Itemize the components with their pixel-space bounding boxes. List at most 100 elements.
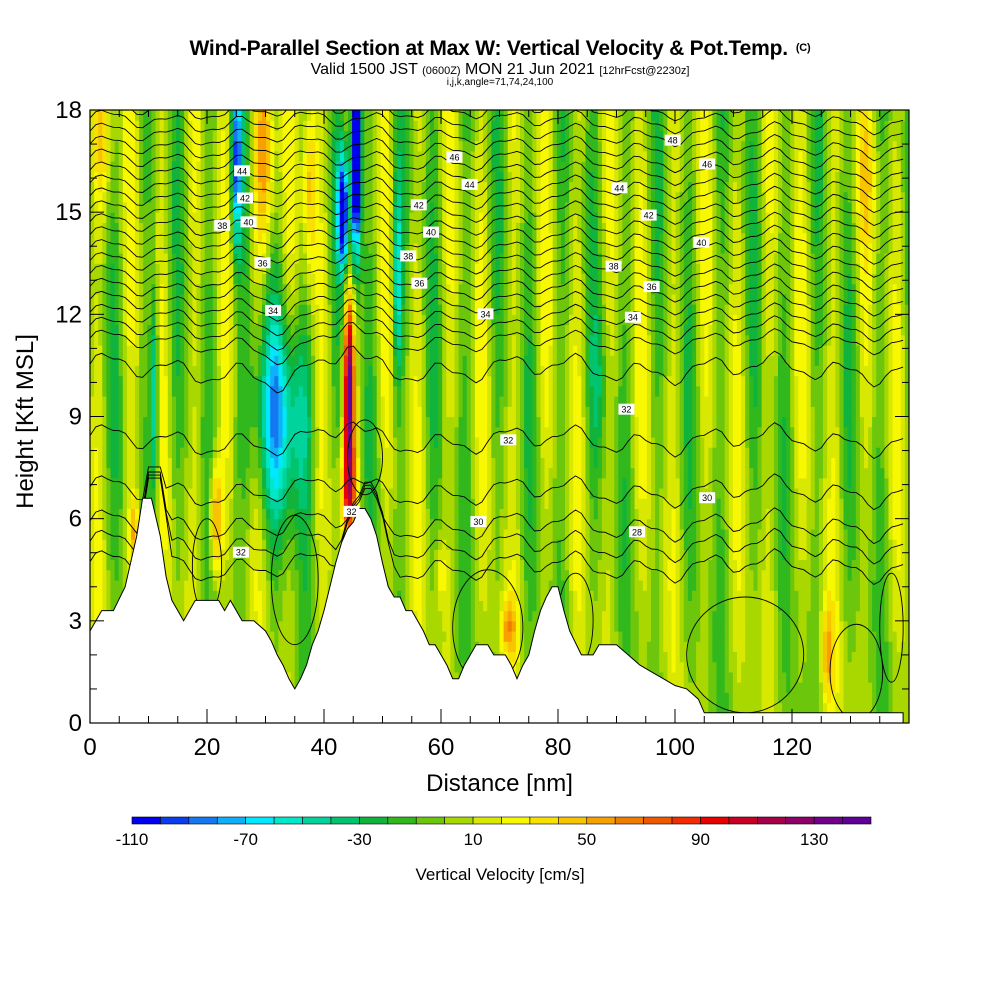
contour-label-box [500, 434, 517, 446]
contour-label-box [410, 199, 427, 211]
colorbar-swatch [842, 816, 872, 825]
colorbar-swatch [785, 816, 815, 825]
colorbar-swatch [643, 816, 673, 825]
terrain-mask [90, 497, 904, 723]
contour-label: 38 [217, 221, 227, 231]
colorbar-tick-label: 50 [577, 830, 596, 849]
contour-label: 42 [240, 194, 250, 204]
contour-label-box [664, 134, 681, 146]
contour-label-box [423, 226, 440, 238]
contour-label: 30 [473, 517, 483, 527]
colorbar-swatch [757, 816, 787, 825]
contour-label-box [234, 165, 251, 177]
contour-label: 34 [480, 309, 490, 319]
contour-label-box [699, 492, 716, 504]
colorbar-tick-label: -70 [233, 830, 258, 849]
contour-label-box [400, 250, 417, 262]
colorbar-swatch [614, 816, 644, 825]
colorbar-swatch [387, 816, 417, 825]
contour-label: 36 [258, 258, 268, 268]
colorbar: -110 -70 -30 10 50 90 130 Vertical Velocity [cm… [116, 816, 872, 884]
contour-label: 40 [426, 228, 436, 238]
x-tick-label: 120 [772, 734, 812, 761]
contour-label-box [699, 158, 716, 170]
axis-ticks [89, 109, 910, 724]
contour-label: 46 [449, 153, 459, 163]
contour-label-box [693, 236, 710, 248]
contour-label: 42 [644, 211, 654, 221]
contour-label: 40 [244, 217, 254, 227]
x-tick-label: 80 [545, 734, 572, 761]
colorbar-tick-label: 90 [691, 830, 710, 849]
contour-label: 32 [621, 405, 631, 415]
contour-label: 28 [632, 527, 642, 537]
contour-label-box [232, 546, 249, 558]
contour-label-box [624, 311, 641, 323]
colorbar-swatch [671, 816, 701, 825]
forecast-tag: [12hrFcst@2230z] [599, 65, 690, 77]
y-axis-label: Height [Kft MSL] [12, 334, 39, 509]
colorbar-tick-label: 10 [464, 830, 483, 849]
contour-label-box [254, 257, 271, 269]
x-tick-label: 40 [311, 734, 338, 761]
colorbar-label: Vertical Velocity [cm/s] [415, 865, 584, 884]
contour-label: 30 [702, 493, 712, 503]
contour-label-box [461, 178, 478, 190]
contour-label: 44 [614, 183, 624, 193]
colorbar-swatch [415, 816, 445, 825]
contour-label: 48 [668, 136, 678, 146]
x-axis-label: Distance [nm] [426, 770, 573, 797]
y-tick-label: 0 [69, 710, 82, 737]
contour-label-box [411, 277, 428, 289]
contour-label-box [628, 526, 645, 538]
colorbar-swatch [216, 816, 246, 825]
grid-indices: i,j,k,angle=71,74,24,100 [446, 77, 554, 88]
colorbar-swatch [359, 816, 389, 825]
colorbar-swatch [131, 816, 161, 825]
x-tick-label: 60 [428, 734, 455, 761]
colorbar-swatch [558, 816, 588, 825]
x-tick-label: 0 [83, 734, 96, 761]
contour-labels: 44 42 38 40 36 34 46 44 42 40 38 36 34 48 46 44 42 40 38 36… [214, 134, 716, 558]
contour-label-box [618, 403, 635, 415]
copyright-mark: (C) [795, 42, 811, 54]
colorbar-tick-label: -110 [116, 830, 149, 849]
contour-label-box [605, 260, 622, 272]
colorbar-swatch [586, 816, 616, 825]
contour-label: 32 [236, 548, 246, 558]
y-tick-label: 3 [69, 608, 82, 635]
contour-label-box [446, 151, 463, 163]
contour-label: 36 [647, 282, 657, 292]
y-tick-label: 6 [69, 506, 82, 533]
valid-time: Valid 1500 JST [310, 61, 418, 78]
contour-label: 38 [609, 262, 619, 272]
contour-label-box [343, 505, 360, 517]
contour-label: 32 [503, 435, 513, 445]
contour-label-box [240, 216, 257, 228]
x-tick-label: 20 [194, 734, 221, 761]
contour-label-box [643, 281, 660, 293]
colorbar-swatch [330, 816, 360, 825]
contour-label: 34 [268, 306, 278, 316]
colorbar-swatch [245, 816, 275, 825]
y-tick-label: 18 [55, 97, 82, 124]
contour-label: 40 [696, 238, 706, 248]
colorbar-swatch [273, 816, 303, 825]
colorbar-tick-label: -30 [347, 830, 372, 849]
colorbar-swatch [472, 816, 502, 825]
contour-label: 36 [414, 279, 424, 289]
contour-label: 42 [414, 200, 424, 210]
contour-label-box [265, 304, 282, 316]
colorbar-swatch [501, 816, 531, 825]
contour-label-box [477, 308, 494, 320]
chart-title: Wind-Parallel Section at Max W: Vertical… [189, 37, 811, 60]
contour-label-box [214, 219, 231, 231]
colorbar-swatch [444, 816, 474, 825]
contour-label: 38 [403, 251, 413, 261]
y-tick-label: 12 [55, 301, 82, 328]
contour-label: 34 [628, 313, 638, 323]
contour-label-box [611, 182, 628, 194]
contour-label: 46 [702, 159, 712, 169]
valid-utc: (0600Z) [422, 65, 461, 77]
contour-label-box [640, 209, 657, 221]
